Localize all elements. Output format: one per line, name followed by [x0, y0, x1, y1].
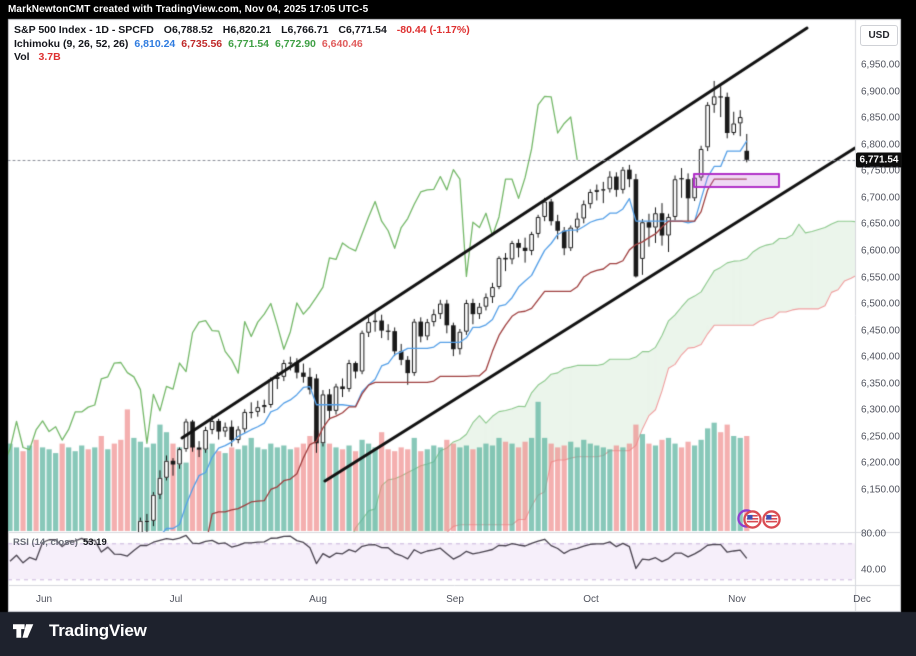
symbol-legend[interactable]: S&P 500 Index - 1D - SPCFD O6,788.52 H6,… [14, 24, 470, 36]
price-tick: 6,700.00 [861, 192, 900, 204]
tradingview-wordmark: TradingView [49, 621, 147, 640]
price-tick: 6,450.00 [861, 325, 900, 337]
price-tick: 6,900.00 [861, 86, 900, 98]
ohlc-low: L6,766.71 [281, 24, 329, 36]
time-axis-month[interactable]: Jul [169, 594, 183, 605]
tradingview-mark-icon [13, 624, 34, 638]
price-tick: 6,350.00 [861, 378, 900, 390]
ohlc-open: O6,788.52 [163, 24, 213, 36]
price-tick: 6,950.00 [861, 59, 900, 71]
rsi-label: RSI (14, close) [13, 537, 78, 548]
price-tick: 6,200.00 [861, 457, 900, 469]
time-axis-month[interactable]: Nov [728, 594, 746, 605]
symbol-title: S&P 500 Index - 1D - SPCFD [14, 24, 154, 36]
time-axis-month[interactable]: Dec [853, 594, 871, 605]
rsi-value: 53.19 [82, 537, 107, 548]
price-tick: 6,850.00 [861, 112, 900, 124]
volume-legend[interactable]: Vol 3.7B [14, 51, 61, 63]
currency-button[interactable]: USD [860, 25, 898, 46]
price-tick: 6,550.00 [861, 272, 900, 283]
price-tick: 6,600.00 [861, 245, 900, 257]
ohlc-high: H6,820.21 [222, 24, 272, 36]
rsi-legend[interactable]: RSI (14, close) 53.19 [13, 537, 107, 548]
tradingview-logo[interactable]: TradingView [13, 621, 147, 641]
time-axis-month[interactable]: Oct [583, 594, 599, 605]
time-axis-month[interactable]: Aug [309, 594, 327, 605]
price-tick: 6,300.00 [861, 404, 900, 416]
price-tick: 6,400.00 [861, 351, 900, 363]
ichimoku-value: 6,772.90 [275, 38, 316, 50]
volume-value: 3.7B [38, 51, 61, 63]
time-axis-month[interactable]: Jun [35, 594, 53, 605]
attribution-text: MarkNewtonCMT created with TradingView.c… [8, 4, 369, 15]
time-axis-month[interactable]: Sep [446, 594, 464, 605]
price-tick: 6,800.00 [861, 139, 900, 151]
ichimoku-value: 6,640.46 [321, 38, 363, 50]
price-tick: 6,650.00 [861, 218, 900, 230]
rsi-tick: 40.00 [861, 564, 887, 576]
flag-badge-icon [743, 510, 762, 534]
price-tick: 6,750.00 [861, 165, 900, 177]
rsi-tick: 80.00 [861, 528, 887, 540]
ohlc-close: C6,771.54 [338, 24, 387, 36]
volume-label: Vol [14, 51, 30, 63]
ichimoku-value: 6,771.54 [228, 38, 270, 50]
ichimoku-label: Ichimoku (9, 26, 52, 26) [14, 38, 129, 50]
last-price-badge: 6,771.54 [856, 152, 902, 168]
ichimoku-value: 6,810.24 [134, 38, 176, 50]
flag-badge-icon [762, 510, 781, 534]
change-value: -80.44 (-1.17%) [396, 24, 470, 36]
ichimoku-legend[interactable]: Ichimoku (9, 26, 52, 26) 6,810.24 6,735.56… [14, 38, 375, 50]
price-tick: 6,150.00 [861, 484, 900, 496]
price-tick: 6,500.00 [861, 298, 900, 310]
price-tick: 6,250.00 [861, 431, 900, 443]
ichimoku-value: 6,735.56 [181, 38, 223, 50]
